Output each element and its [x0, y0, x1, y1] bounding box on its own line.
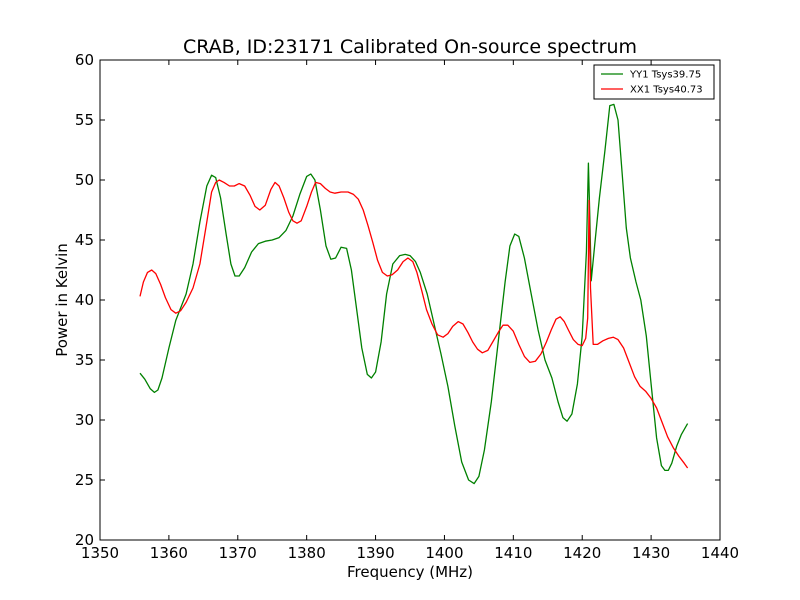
y-tick-label: 20: [75, 531, 94, 549]
x-tick-label: 1440: [701, 544, 739, 562]
y-tick-label: 30: [75, 411, 94, 429]
series-line-1: [139, 179, 689, 469]
x-tick-label: 1430: [632, 544, 670, 562]
y-tick-label: 55: [75, 111, 94, 129]
y-tick-label: 50: [75, 171, 94, 189]
y-tick-label: 45: [75, 231, 94, 249]
plot-area: [100, 60, 720, 540]
series-layer: [139, 103, 689, 485]
series-line-0: [139, 103, 689, 485]
chart-title: CRAB, ID:23171 Calibrated On-source spec…: [183, 36, 637, 58]
y-tick-label: 25: [75, 471, 94, 489]
legend-label-xx1: XX1 Tsys40.73: [630, 85, 703, 96]
legend-box: [593, 64, 715, 100]
y-tick-label: 40: [75, 291, 94, 309]
x-axis-ticks: 1350 1360 1370 1380 1390 1400 1410 1420 1430 1440: [81, 60, 739, 562]
y-axis-ticks: 20 25 30 35 40 45 50 55 60: [75, 51, 720, 549]
x-tick-label: 1400: [425, 544, 463, 562]
y-tick-label: 60: [75, 51, 94, 69]
y-tick-label: 35: [75, 351, 94, 369]
x-tick-label: 1350: [81, 544, 119, 562]
x-tick-label: 1420: [563, 544, 601, 562]
x-tick-label: 1370: [219, 544, 257, 562]
x-axis-label: Frequency (MHz): [347, 563, 473, 581]
x-tick-label: 1360: [150, 544, 188, 562]
x-tick-label: 1390: [356, 544, 394, 562]
y-axis-label: Power in Kelvin: [53, 243, 71, 357]
legend-label-yy1: YY1 Tsys39.75: [629, 70, 701, 81]
x-tick-label: 1380: [288, 544, 326, 562]
legend: YY1 Tsys39.75 XX1 Tsys40.73: [593, 64, 715, 100]
x-tick-label: 1410: [494, 544, 532, 562]
